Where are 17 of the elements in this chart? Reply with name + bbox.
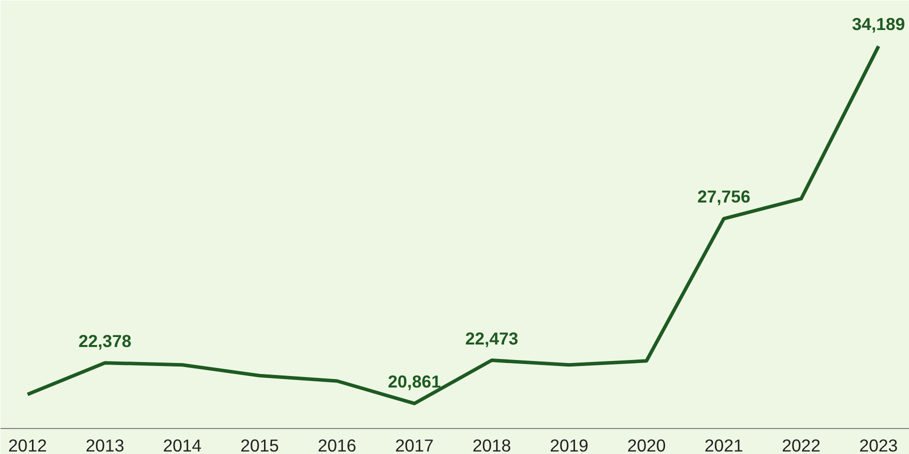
data-label: 22,473: [465, 328, 519, 348]
data-label: 20,861: [388, 371, 442, 392]
x-tick-label: 2012: [8, 436, 47, 454]
x-tick-label: 2014: [163, 436, 202, 454]
data-label: 27,756: [697, 186, 751, 207]
x-tick-label: 2020: [627, 436, 666, 454]
data-label: 34,189: [852, 14, 906, 34]
x-tick-label: 2023: [859, 436, 898, 454]
x-tick-label: 2017: [395, 436, 434, 454]
x-tick-label: 2021: [704, 436, 744, 454]
data-label: 22,378: [78, 330, 132, 351]
x-tick-label: 2022: [782, 436, 820, 454]
x-tick-label: 2016: [318, 436, 356, 454]
x-tick-label: 2015: [240, 436, 279, 454]
x-tick-label: 2019: [550, 436, 588, 454]
x-tick-label: 2013: [86, 436, 124, 454]
x-tick-label: 2018: [472, 436, 512, 454]
